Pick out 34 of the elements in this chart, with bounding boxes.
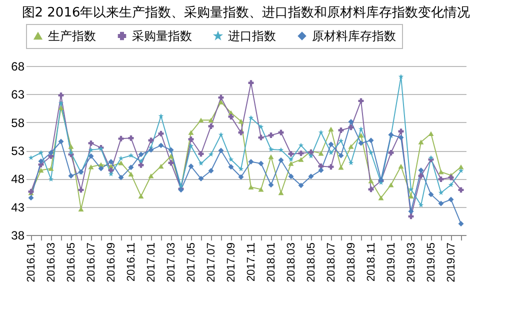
- x-tick-label: 2017.09: [226, 242, 238, 282]
- legend-label: 采购量指数: [132, 29, 192, 43]
- legend-label: 生产指数: [48, 29, 96, 43]
- y-tick-label: 43: [11, 200, 25, 214]
- x-tick-label: 2018.07: [326, 242, 338, 282]
- chart-title: 图2 2016年以来生产指数、采购量指数、进口指数和原材料库存指数变化情况: [22, 6, 470, 20]
- x-tick-label: 2017.05: [186, 242, 198, 282]
- y-tick-label: 53: [11, 144, 25, 158]
- y-tick-label: 48: [11, 172, 25, 186]
- x-tick-label: 2017.01: [146, 242, 158, 282]
- x-tick-label: 2017.03: [166, 242, 178, 282]
- x-tick-label: 2019.03: [406, 242, 418, 282]
- legend-label: 原材料库存指数: [312, 29, 396, 43]
- x-tick-label: 2016.09: [106, 242, 118, 282]
- x-tick-label: 2016.03: [46, 242, 58, 282]
- legend-label: 进口指数: [228, 29, 276, 43]
- x-tick-label: 2016.07: [86, 242, 98, 282]
- x-tick-label: 2018.01: [266, 242, 278, 282]
- x-tick-label: 2017.11: [246, 242, 258, 282]
- x-tick-label: 2018.03: [286, 242, 298, 282]
- x-tick-label: 2017.07: [206, 242, 218, 282]
- y-tick-label: 58: [11, 116, 25, 130]
- x-tick-label: 2018.11: [366, 242, 378, 282]
- x-tick-label: 2018.05: [306, 242, 318, 282]
- y-tick-label: 63: [11, 88, 25, 102]
- x-tick-label: 2016.05: [66, 242, 78, 282]
- y-tick-label: 38: [11, 228, 25, 242]
- x-tick-label: 2019.07: [446, 242, 458, 282]
- x-tick-label: 2016.01: [26, 242, 38, 282]
- x-tick-label: 2019.01: [386, 242, 398, 282]
- x-tick-label: 2016.11: [126, 242, 138, 282]
- x-tick-label: 2018.09: [346, 242, 358, 282]
- y-tick-label: 68: [11, 60, 25, 74]
- x-tick-label: 2019.05: [426, 242, 438, 282]
